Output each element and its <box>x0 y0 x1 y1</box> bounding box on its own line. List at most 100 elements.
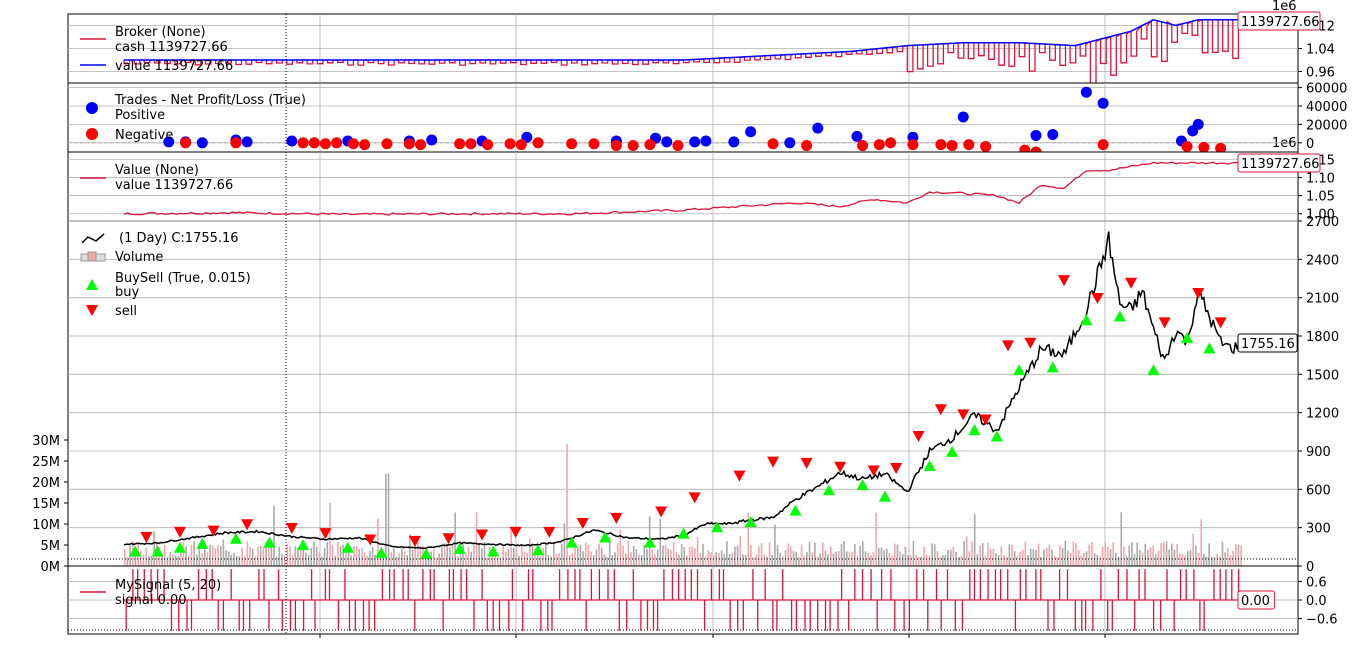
volume-bar <box>731 552 734 566</box>
buy-marker <box>229 532 242 544</box>
volume-bar <box>409 534 411 566</box>
volume-bar <box>1152 545 1155 566</box>
buy-marker <box>789 504 802 516</box>
trade-negative-point <box>331 137 343 149</box>
sell-marker <box>767 456 780 468</box>
broker-exponent: 1e6 <box>1272 0 1297 14</box>
trade-negative-point <box>857 140 869 152</box>
trade-negative-point <box>1097 139 1109 151</box>
sell-marker <box>207 525 220 537</box>
volume-bar <box>321 556 323 566</box>
volume-bar <box>846 551 848 566</box>
volume-bar <box>662 545 664 566</box>
volume-ytick-label: 10M <box>32 518 60 533</box>
sell-legend-label: sell <box>115 304 137 319</box>
volume-bar <box>574 547 576 566</box>
sell-marker <box>319 528 332 540</box>
volume-bar <box>888 552 891 566</box>
volume-bar <box>893 543 896 566</box>
trade-positive-point <box>851 130 863 142</box>
volume-bar <box>1040 557 1043 566</box>
volume-bar <box>1085 551 1088 566</box>
value-ytick-label: 1.10 <box>1306 171 1335 186</box>
price-legend-label: (1 Day) C:1755.16 <box>119 231 239 246</box>
volume-bar <box>627 541 630 566</box>
volume-bar <box>760 543 763 566</box>
trade-positive-point <box>1097 97 1109 109</box>
volume-bar <box>800 544 803 566</box>
sell-marker <box>655 506 668 518</box>
volume-bar <box>1189 550 1192 566</box>
volume-legend-icon-up <box>87 251 97 262</box>
volume-bar <box>366 555 369 566</box>
volume-bar <box>342 544 345 566</box>
price-ytick-label: 1200 <box>1306 407 1339 422</box>
volume-bar <box>1165 541 1168 566</box>
volume-bar <box>1109 549 1112 566</box>
volume-bar <box>808 541 811 566</box>
volume-bar <box>1237 544 1240 566</box>
volume-bar <box>1213 557 1216 566</box>
volume-bar <box>275 556 278 566</box>
volume-bar <box>571 553 574 566</box>
price-ytick-label: 900 <box>1306 445 1331 460</box>
volume-bar <box>286 544 289 566</box>
trade-negative-point <box>907 139 919 151</box>
volume-bar <box>385 473 387 566</box>
buy-marker <box>1181 332 1194 344</box>
volume-bar <box>387 473 390 566</box>
volume-bar <box>1101 546 1104 566</box>
volume-bar <box>654 554 656 566</box>
volume-bar <box>1056 557 1059 566</box>
sell-marker <box>1057 275 1070 287</box>
volume-bar <box>390 552 393 566</box>
volume-bar <box>981 542 984 566</box>
buy-marker <box>643 536 656 548</box>
volume-bar <box>369 550 371 566</box>
volume-bar <box>225 550 227 566</box>
sell-marker <box>800 457 813 469</box>
volume-bar <box>323 547 326 566</box>
price-ytick-label: 1800 <box>1306 330 1339 345</box>
volume-bar <box>550 556 552 566</box>
volume-bar <box>278 546 281 566</box>
volume-bar <box>1013 550 1016 566</box>
volume-bar <box>1048 544 1051 566</box>
sell-marker <box>912 431 925 443</box>
trade-negative-point <box>644 139 656 151</box>
volume-bar <box>1104 541 1107 566</box>
volume-bar <box>318 551 321 566</box>
volume-bar <box>219 546 222 566</box>
broker-last-box <box>1237 11 1321 31</box>
volume-bar <box>467 547 470 566</box>
trade-negative-point <box>532 137 544 149</box>
volume-bar <box>267 542 270 566</box>
volume-bar <box>313 541 315 566</box>
sell-marker <box>576 517 589 529</box>
volume-bar <box>1064 540 1067 566</box>
buy-marker <box>744 516 757 528</box>
buy-marker <box>1203 342 1216 354</box>
volume-bar <box>838 550 840 566</box>
volume-bar <box>262 546 265 566</box>
volume-bar <box>755 554 758 566</box>
buysell-legend-title: BuySell (True, 0.015) <box>115 271 251 286</box>
trade-negative-point <box>885 137 897 149</box>
volume-bar <box>1053 556 1056 566</box>
buy-marker <box>263 536 276 548</box>
volume-bar <box>957 557 960 566</box>
volume-bar <box>590 551 592 566</box>
volume-bar <box>739 536 742 566</box>
price-ytick-label: 2400 <box>1306 253 1339 268</box>
volume-bar <box>968 551 971 566</box>
volume-bar <box>315 546 318 566</box>
sell-marker <box>442 533 455 545</box>
volume-bar <box>126 557 129 566</box>
volume-bar <box>931 543 933 566</box>
volume-bar <box>171 553 174 566</box>
volume-bar <box>483 542 486 566</box>
trade-positive-point <box>1192 118 1204 130</box>
volume-bar <box>1091 541 1093 566</box>
volume-bar <box>616 543 619 566</box>
